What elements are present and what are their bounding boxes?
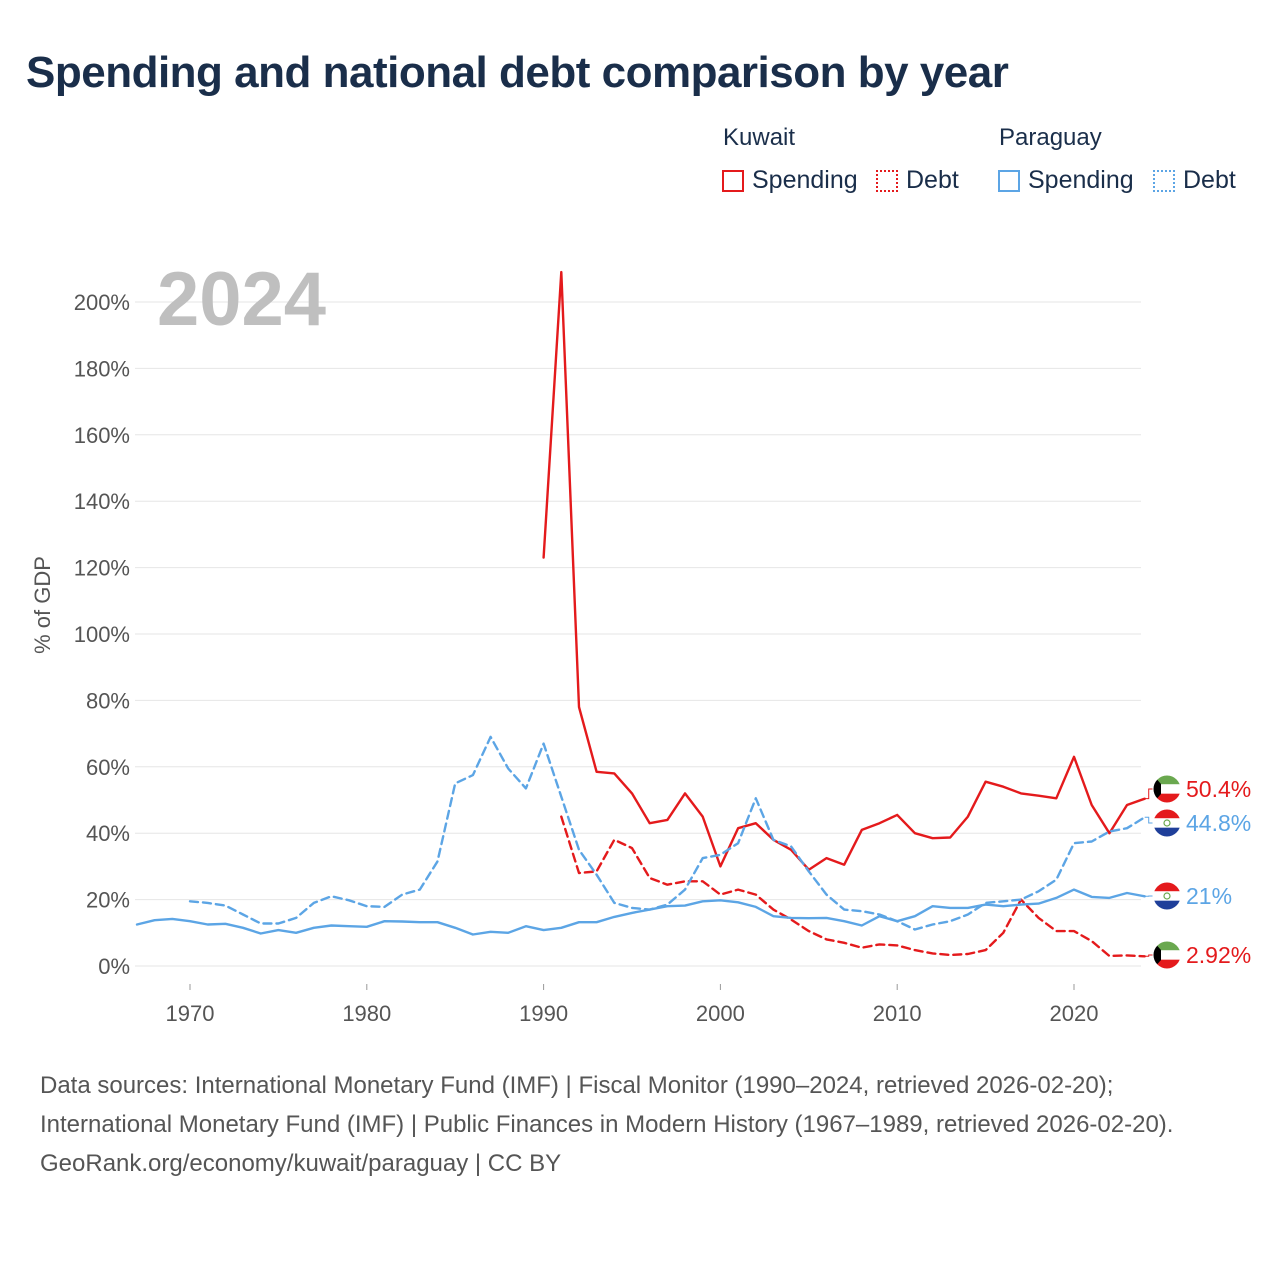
- legend-kuwait-spending[interactable]: Spending: [722, 166, 858, 195]
- y-tick-label: 60%: [86, 755, 130, 780]
- end-label-connector: [1144, 788, 1155, 800]
- legend-paraguay-debt[interactable]: Debt: [1153, 166, 1236, 195]
- legend-paraguay-spending-label: Spending: [1028, 166, 1134, 194]
- gridlines: [135, 301, 1141, 967]
- chart-title: Spending and national debt comparison by…: [26, 48, 1009, 97]
- paraguay-flag-icon: [1152, 881, 1182, 911]
- axes: 0% 20% 40% 60% 80% 100% 120% 140% 160% 180% 200% 19…: [74, 290, 1099, 1026]
- legend-paraguay-debt-swatch: [1153, 169, 1175, 192]
- legend-kuwait-debt-label: Debt: [906, 166, 959, 194]
- x-tick-label: 1980: [342, 1001, 391, 1026]
- legend-paraguay-spending[interactable]: Spending: [998, 166, 1134, 195]
- series: [135, 270, 1146, 958]
- y-tick-label: 20%: [86, 888, 130, 913]
- y-tick-label: 200%: [74, 290, 130, 315]
- y-tick-label: 100%: [74, 622, 130, 647]
- x-tick-label: 2020: [1050, 1001, 1099, 1026]
- y-tick-label: 40%: [86, 821, 130, 846]
- paraguay-debt-end-label: 44.8%: [1186, 810, 1251, 836]
- x-tick-label: 2000: [696, 1001, 745, 1026]
- y-tick-label: 80%: [86, 688, 130, 713]
- x-tick-label: 1970: [166, 1001, 215, 1026]
- y-tick-label: 0%: [98, 954, 130, 979]
- paraguay-debt-line[interactable]: [188, 735, 1146, 931]
- kuwait-flag-icon: [1152, 940, 1182, 970]
- end-label-connector: [1144, 954, 1155, 957]
- y-tick-label: 140%: [74, 489, 130, 514]
- data-sources: Data sources: International Monetary Fun…: [40, 1072, 1174, 1138]
- legend-kuwait-spending-swatch: [722, 169, 744, 192]
- kuwait-flag-icon: [1152, 774, 1182, 804]
- legend-paraguay-title: Paraguay: [999, 124, 1102, 151]
- legend-kuwait-debt-swatch: [876, 169, 898, 192]
- kuwait-debt-end-label: 2.92%: [1186, 942, 1251, 968]
- kuwait-spending-line[interactable]: [542, 270, 1146, 871]
- paraguay-spending-line[interactable]: [135, 888, 1146, 936]
- footer: Data sources: International Monetary Fun…: [40, 1066, 1240, 1183]
- x-tick-label: 2010: [873, 1001, 922, 1026]
- paraguay-spending-end-label: 21%: [1186, 883, 1232, 909]
- paraguay-flag-icon: [1152, 808, 1182, 838]
- kuwait-spending-end-label: 50.4%: [1186, 776, 1251, 802]
- attribution: GeoRank.org/economy/kuwait/paraguay | CC…: [40, 1150, 562, 1177]
- y-axis-label: % of GDP: [30, 556, 55, 654]
- end-labels: 50.4% 2.92% 21% 44.8%: [1144, 774, 1251, 970]
- x-tick-label: 1990: [519, 1001, 568, 1026]
- legend-paraguay-spending-swatch: [998, 169, 1020, 192]
- legend-kuwait-debt[interactable]: Debt: [876, 166, 959, 195]
- end-label-connector: [1144, 816, 1155, 824]
- legend-paraguay-debt-label: Debt: [1183, 166, 1236, 194]
- line-chart: 0% 20% 40% 60% 80% 100% 120% 140% 160% 180% 200% 19…: [30, 257, 1251, 1026]
- y-tick-label: 120%: [74, 556, 130, 581]
- y-tick-label: 180%: [74, 356, 130, 381]
- kuwait-debt-line[interactable]: [560, 815, 1146, 958]
- y-tick-label: 160%: [74, 423, 130, 448]
- legend-kuwait-spending-label: Spending: [752, 166, 858, 194]
- year-watermark: 2024: [157, 257, 326, 342]
- legend-kuwait-title: Kuwait: [723, 124, 796, 151]
